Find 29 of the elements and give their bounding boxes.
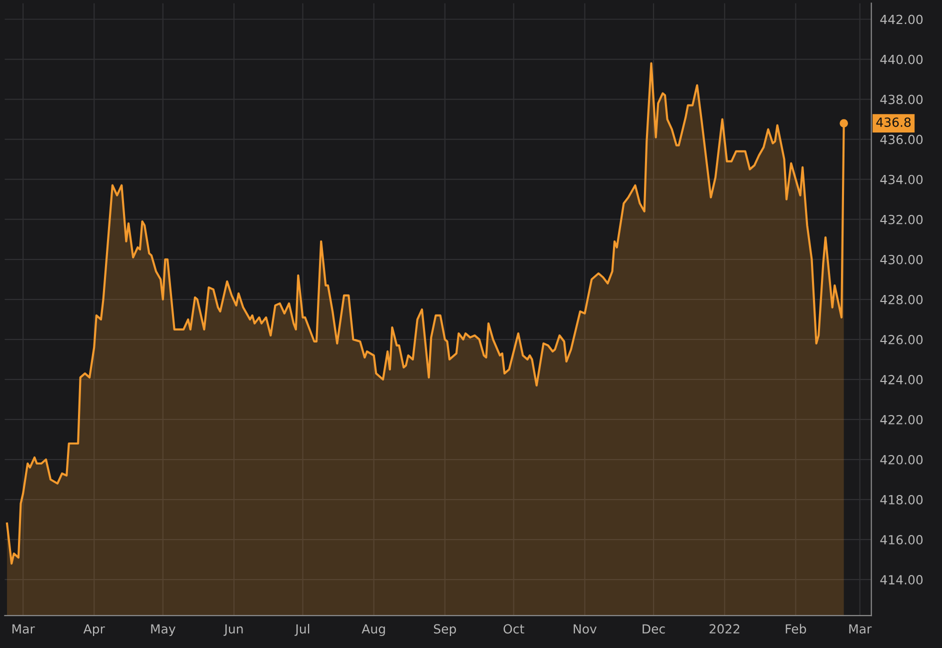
x-tick-label: 2022: [710, 624, 740, 634]
x-tick-label: Oct: [504, 624, 524, 634]
y-tick-label: 434.00: [880, 174, 923, 184]
y-tick-label: 424.00: [880, 374, 923, 384]
y-tick-label: 414.00: [880, 575, 923, 585]
x-tick-label: Mar: [849, 624, 872, 634]
x-tick-label: Mar: [12, 624, 35, 634]
x-tick-label: Sep: [434, 624, 456, 636]
x-tick-label: Aug: [362, 624, 385, 636]
y-tick-label: 430.00: [880, 254, 923, 264]
x-tick-label: Jul: [294, 624, 310, 636]
y-tick-label: 422.00: [880, 414, 923, 424]
y-tick-label: 442.00: [880, 14, 923, 24]
y-tick-label: 438.00: [880, 94, 923, 104]
y-tick-label: 416.00: [880, 535, 923, 544]
x-tick-label: May: [151, 624, 176, 636]
y-tick-label: 440.00: [880, 54, 923, 64]
y-tick-label: 428.00: [880, 294, 923, 304]
y-tick-label: 432.00: [880, 214, 923, 224]
x-tick-label: Feb: [786, 624, 806, 634]
y-tick-label: 426.00: [880, 334, 923, 344]
y-tick-label: 420.00: [880, 454, 923, 464]
x-tick-label: Jun: [224, 624, 243, 636]
y-tick-label: 418.00: [880, 495, 923, 504]
x-tick-label: Apr: [83, 624, 105, 636]
y-tick-label: 436.00: [880, 134, 923, 144]
x-tick-label: Dec: [642, 624, 665, 634]
x-tick-label: Nov: [574, 624, 597, 634]
annotation: 436.8: [876, 117, 911, 127]
